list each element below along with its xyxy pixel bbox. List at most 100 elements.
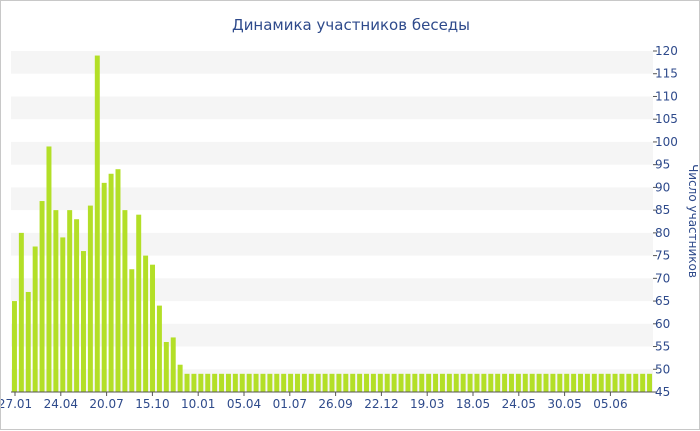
- grid-band: [11, 323, 653, 347]
- bar: [467, 373, 473, 392]
- bar: [32, 246, 38, 392]
- y-tick-label: 55: [655, 340, 670, 354]
- bar: [619, 373, 625, 392]
- bar: [74, 219, 80, 392]
- bar: [474, 373, 480, 392]
- y-tick-label: 45: [655, 385, 670, 399]
- y-tick-label: 110: [655, 89, 678, 103]
- bar: [122, 210, 128, 392]
- bar: [115, 169, 121, 392]
- grid-band: [11, 187, 653, 211]
- grid-band: [11, 96, 653, 120]
- bar: [53, 210, 59, 392]
- bar: [163, 341, 169, 392]
- bar: [322, 373, 328, 392]
- bar: [377, 373, 383, 392]
- grid-band: [11, 141, 653, 165]
- bar: [364, 373, 369, 392]
- grid-band: [11, 278, 653, 302]
- y-tick-label: 60: [655, 317, 670, 331]
- bar: [350, 373, 356, 392]
- bar: [398, 373, 404, 392]
- bar: [170, 337, 176, 392]
- y-tick-label: 80: [655, 226, 670, 240]
- x-tick-label: 19.03: [410, 397, 444, 411]
- bar: [198, 373, 204, 392]
- bar: [267, 373, 273, 392]
- bar: [529, 373, 535, 392]
- bar: [509, 373, 514, 392]
- bar: [640, 373, 646, 392]
- bar: [426, 373, 432, 392]
- y-tick-label: 115: [655, 67, 678, 81]
- x-tick-label: 15.10: [135, 397, 169, 411]
- bar: [239, 373, 245, 392]
- x-tick-label: 05.04: [227, 397, 261, 411]
- bar: [370, 373, 376, 392]
- bar: [39, 201, 45, 392]
- x-tick-label: 27.01: [1, 397, 32, 411]
- bar: [232, 373, 238, 392]
- x-tick-label: 26.09: [318, 397, 352, 411]
- bar: [433, 373, 439, 392]
- bar: [295, 373, 300, 392]
- bar: [177, 364, 183, 392]
- y-tick-label: 100: [655, 135, 678, 149]
- bar: [405, 373, 411, 392]
- bar: [301, 373, 307, 392]
- bar: [522, 373, 528, 392]
- bar: [460, 373, 466, 392]
- x-tick-label: 22.12: [364, 397, 398, 411]
- bar: [502, 373, 508, 392]
- bar: [647, 373, 653, 392]
- bar: [67, 210, 73, 392]
- bar: [308, 373, 314, 392]
- bar: [150, 264, 155, 392]
- y-tick-label: 120: [655, 44, 678, 58]
- bar: [87, 205, 93, 392]
- bar: [419, 373, 425, 392]
- bar: [336, 373, 342, 392]
- bar: [205, 373, 211, 392]
- x-tick-label: 30.05: [547, 397, 581, 411]
- bar: [18, 232, 24, 392]
- bar: [612, 373, 618, 392]
- x-tick-label: 24.05: [502, 397, 536, 411]
- bar: [605, 373, 611, 392]
- bars: [11, 55, 653, 393]
- y-tick-label: 65: [655, 294, 670, 308]
- bar: [329, 373, 335, 392]
- bar: [584, 373, 590, 392]
- bar: [488, 373, 494, 392]
- bar: [357, 373, 363, 392]
- y-axis-label: Число участников: [686, 164, 700, 278]
- bar: [253, 373, 259, 392]
- bar: [108, 173, 114, 392]
- bar: [143, 255, 149, 392]
- bar: [591, 373, 597, 392]
- x-tick-label: 05.06: [593, 397, 627, 411]
- bar: [557, 373, 563, 392]
- bar: [46, 146, 52, 392]
- y-tick-label: 90: [655, 180, 670, 194]
- bar: [481, 373, 487, 392]
- bar: [225, 373, 231, 392]
- bar: [281, 373, 287, 392]
- bar: [446, 373, 452, 392]
- x-tick-label: 01.07: [273, 397, 307, 411]
- y-tick-label: 95: [655, 158, 670, 172]
- bar: [11, 301, 17, 392]
- bar: [343, 373, 349, 392]
- bar: [439, 373, 445, 392]
- bar: [633, 373, 639, 392]
- bar: [191, 373, 197, 392]
- bar: [25, 291, 31, 392]
- bar: [156, 305, 162, 392]
- x-axis-ticks: 27.01 24.04 20.07 15.10 10.01 05.04 01.07 26.09…: [1, 392, 628, 411]
- bar: [288, 373, 294, 392]
- bar: [184, 373, 190, 392]
- x-tick-label: 24.04: [44, 397, 78, 411]
- bar: [60, 237, 66, 392]
